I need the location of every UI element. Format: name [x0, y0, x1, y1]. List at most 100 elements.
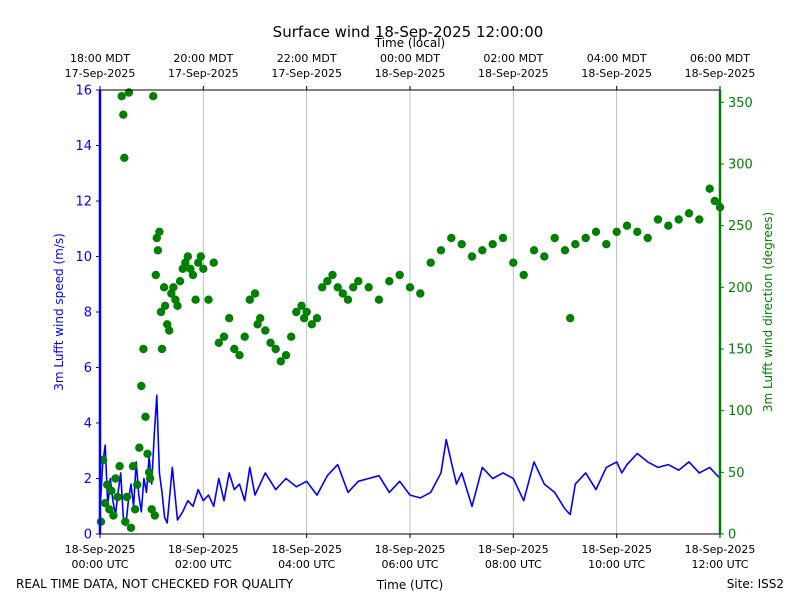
x-tick-label-time: 02:00 UTC [175, 558, 232, 571]
wind-direction-point [137, 381, 146, 391]
wind-direction-point [175, 277, 185, 286]
wind-direction-point [122, 492, 132, 502]
wind-direction-point [271, 344, 280, 354]
speed-series [99, 394, 721, 527]
wind-direction-point [292, 307, 301, 317]
wind-direction-point [338, 289, 347, 298]
wind-direction-point [540, 252, 549, 261]
wind-direction-point [183, 252, 192, 261]
wind-direction-point [126, 523, 136, 532]
wind-direction-point [141, 412, 150, 421]
wind-direction-point [653, 215, 663, 224]
x-tick-label-date: 18-Sep-2025 [65, 543, 136, 556]
wind-direction-point [153, 246, 163, 255]
wind-direction-point [529, 246, 539, 255]
wind-direction-point [684, 209, 694, 218]
y-tick-label-right: 200 [728, 281, 753, 296]
direction-series [96, 88, 725, 532]
wind-direction-point [101, 499, 110, 508]
wind-direction-point [498, 233, 508, 243]
y-tick-label-right: 50 [728, 466, 745, 481]
y-tick-label-left: 10 [75, 250, 92, 265]
y-tick-label-left: 6 [84, 361, 92, 376]
wind-direction-point [318, 283, 327, 292]
wind-direction-point [566, 314, 575, 323]
wind-direction-point [354, 277, 363, 286]
x-tick-top-label-date: 17-Sep-2025 [271, 67, 342, 80]
wind-direction-point [214, 338, 223, 347]
wind-direction-point [695, 215, 704, 224]
chart-title: Surface wind 18-Sep-2025 12:00:00 [273, 23, 544, 41]
wind-direction-point [109, 511, 118, 520]
wind-direction-point [111, 474, 120, 483]
x-tick-top-label-date: 18-Sep-2025 [478, 67, 549, 80]
wind-direction-point [107, 486, 116, 495]
wind-direction-point [297, 301, 306, 310]
wind-direction-point [581, 233, 590, 243]
wind-direction-point [312, 314, 322, 323]
x-tick-label-time: 04:00 UTC [278, 558, 335, 571]
x-tick-top-label-time: 02:00 MDT [483, 52, 543, 65]
wind-direction-point [436, 246, 446, 255]
wind-direction-point [188, 270, 198, 280]
wind-direction-point [643, 233, 652, 243]
wind-direction-point [219, 332, 229, 341]
wind-direction-point [147, 505, 156, 514]
wind-direction-point [509, 258, 518, 267]
wind-direction-point [571, 240, 580, 249]
wind-direction-point [302, 307, 311, 317]
x-tick-top-label-date: 17-Sep-2025 [65, 67, 136, 80]
y-axis-label-left: 3m Lufft wind speed (m/s) [52, 233, 66, 391]
x-tick-label-time: 10:00 UTC [588, 558, 645, 571]
wind-direction-point [705, 184, 714, 193]
x-tick-top-label-date: 17-Sep-2025 [168, 67, 239, 80]
wind-direction-point [103, 480, 112, 489]
y-tick-label-right: 150 [728, 343, 753, 358]
x-tick-label-date: 18-Sep-2025 [375, 543, 446, 556]
wind-direction-point [622, 221, 632, 230]
wind-direction-point [169, 283, 178, 292]
wind-speed-line [99, 394, 721, 527]
wind-direction-point [323, 277, 332, 286]
wind-direction-point [115, 462, 124, 471]
wind-direction-point [235, 351, 244, 360]
y-tick-label-right: 100 [728, 404, 753, 419]
wind-direction-point [144, 468, 154, 477]
wind-direction-point [416, 289, 425, 298]
y-tick-label-left: 16 [75, 84, 92, 99]
wind-direction-point [128, 462, 138, 471]
wind-direction-point [173, 301, 182, 310]
y-axis-label-right: 3m Lufft wind direction (degrees) [761, 212, 775, 412]
x-tick-top-label-date: 18-Sep-2025 [581, 67, 652, 80]
wind-direction-point [160, 301, 170, 310]
x-tick-label-time: 08:00 UTC [485, 558, 542, 571]
wind-direction-point [135, 443, 144, 452]
x-tick-label-date: 18-Sep-2025 [271, 543, 342, 556]
wind-direction-point [276, 357, 285, 366]
wind-direction-point [209, 258, 218, 267]
x-tick-label-time: 12:00 UTC [691, 558, 748, 571]
y-tick-label-right: 300 [728, 158, 753, 173]
wind-direction-point [467, 252, 477, 261]
wind-direction-point [633, 227, 642, 236]
wind-direction-point [457, 240, 466, 249]
wind-direction-point [199, 264, 208, 273]
x-tick-label-date: 18-Sep-2025 [478, 543, 549, 556]
wind-direction-point [230, 344, 239, 354]
tick-layer: 18-Sep-2025 00:00 UTC 18-Sep-2025 02:00 UTC… [65, 52, 756, 571]
wind-direction-point [674, 215, 683, 224]
wind-direction-point [250, 289, 260, 298]
wind-direction-point [328, 270, 337, 280]
wind-direction-point [405, 283, 415, 292]
x-tick-top-label-time: 04:00 MDT [587, 52, 647, 65]
wind-direction-point [426, 258, 435, 267]
wind-direction-point [287, 332, 296, 341]
wind-direction-point [307, 320, 316, 329]
wind-direction-point [191, 295, 200, 304]
x-tick-label-date: 18-Sep-2025 [168, 543, 239, 556]
wind-direction-point [710, 196, 719, 206]
y-tick-label-left: 0 [84, 528, 92, 543]
wind-direction-point [612, 227, 621, 236]
x-tick-label-time: 06:00 UTC [381, 558, 438, 571]
